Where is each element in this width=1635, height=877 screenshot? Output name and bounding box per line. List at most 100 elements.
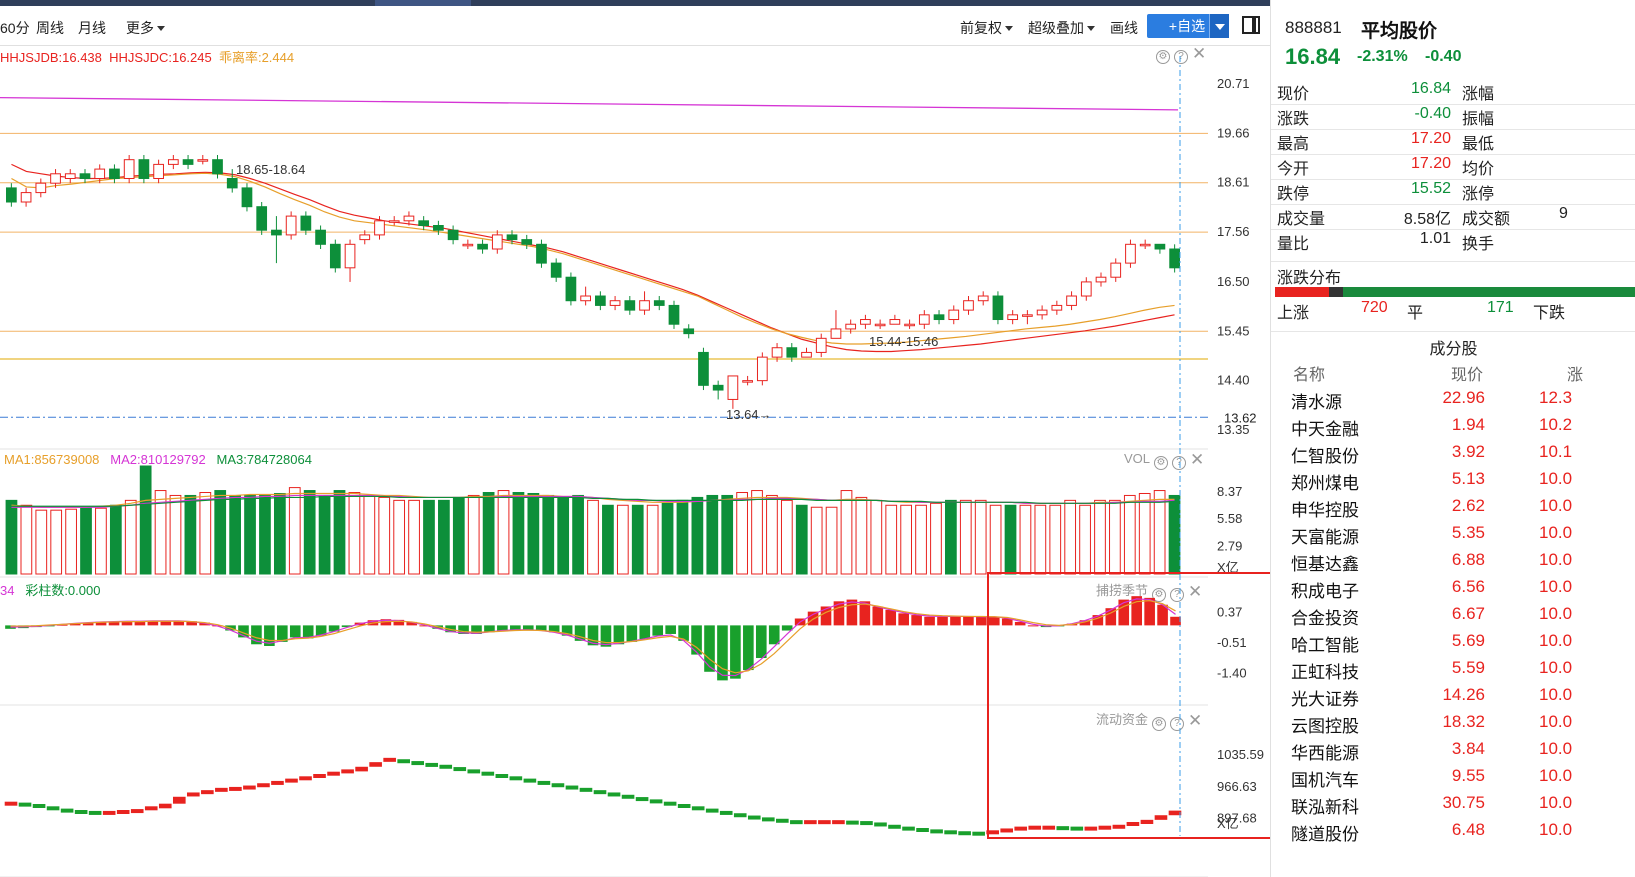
main-price-chart: 18.65-18.64 15.44-15.46 13.64→ 13.62 — [0, 96, 1270, 427]
settings-icon[interactable]: ⚙ — [1152, 588, 1167, 602]
constituent-row[interactable]: 正虹科技 5.59 10.0 — [1271, 658, 1635, 685]
fund-flow-bar — [733, 813, 747, 818]
volume-bar — [766, 494, 778, 575]
macd-bar — [522, 625, 534, 630]
macd-bar — [561, 625, 573, 636]
fund-flow-bar — [677, 804, 691, 808]
volume-bar — [438, 499, 450, 575]
settings-icon[interactable]: ⚙ — [1154, 456, 1169, 470]
more-periods-menu[interactable]: 更多 — [126, 18, 165, 38]
volume-bar — [124, 499, 137, 575]
layout-toggle-icon[interactable] — [1242, 16, 1260, 34]
constituent-row[interactable]: 仁智股份 3.92 10.1 — [1271, 442, 1635, 469]
candle — [79, 173, 91, 179]
constituent-row[interactable]: 清水源 22.96 12.3 — [1271, 388, 1635, 415]
candle — [506, 234, 518, 241]
kline-chart-area[interactable]: 18.65-18.64 15.44-15.46 13.64→ 13.62 20.71 1… — [0, 46, 1270, 877]
settings-icon[interactable]: ⚙ — [1156, 50, 1170, 64]
period-month-tab[interactable]: 月线 — [78, 20, 106, 36]
quote-label: 涨跌 — [1277, 111, 1310, 128]
candle — [477, 243, 488, 250]
column-pct-header[interactable]: 涨 — [1567, 367, 1584, 384]
macd-bar — [678, 625, 689, 641]
macd-bar — [820, 606, 832, 626]
close-icon[interactable]: ✕ — [1192, 44, 1207, 63]
macd-bar — [1079, 620, 1091, 626]
constituent-row[interactable]: 哈工智能 5.69 10.0 — [1271, 631, 1635, 658]
constituent-row[interactable]: 申华控股 2.62 10.0 — [1271, 496, 1635, 523]
volume-bar — [512, 492, 525, 575]
help-icon[interactable]: ? — [1170, 588, 1185, 602]
constituent-pct: 10.0 — [1539, 523, 1573, 542]
constituent-row[interactable]: 合金投资 6.67 10.0 — [1271, 604, 1635, 631]
settings-icon[interactable]: ⚙ — [1152, 717, 1167, 731]
candle — [153, 163, 164, 179]
fund-flow-bar — [1126, 822, 1140, 826]
current-price-tag — [1212, 408, 1270, 427]
fund-flow-bar — [1154, 815, 1168, 820]
fund-flow-chart — [4, 757, 1182, 836]
constituent-row[interactable]: 云图控股 18.32 10.0 — [1271, 712, 1635, 739]
legend-bar-count: 彩柱数:0.000 — [25, 583, 101, 598]
constituent-pct: 10.0 — [1539, 793, 1573, 812]
constituent-row[interactable]: 隧道股份 6.48 10.0 — [1271, 820, 1635, 847]
close-icon[interactable]: ✕ — [1188, 582, 1203, 601]
quote-label: 跌停 — [1277, 186, 1310, 203]
divider — [1271, 261, 1635, 262]
help-icon[interactable]: ? — [1174, 50, 1188, 64]
macd-bar — [1001, 618, 1013, 626]
candle — [359, 234, 371, 241]
volume-bar — [974, 499, 987, 575]
fund-flow-bar — [299, 776, 312, 781]
volume-bar — [810, 506, 823, 575]
distribution-up-segment — [1275, 287, 1329, 297]
watchlist-dropdown-button[interactable] — [1209, 14, 1229, 38]
macd-axis-tick: -0.51 — [1217, 635, 1247, 650]
constituent-name: 隧道股份 — [1291, 825, 1359, 844]
macd-bar — [1092, 615, 1104, 626]
constituent-row[interactable]: 恒基达鑫 6.88 10.0 — [1271, 550, 1635, 577]
macd-bar — [458, 625, 469, 634]
constituent-pct: 10.0 — [1539, 739, 1573, 758]
help-icon[interactable]: ? — [1170, 717, 1185, 731]
quote-row: 量比 1.01 换手 — [1271, 230, 1635, 255]
active-window-tab[interactable] — [375, 0, 471, 6]
constituent-row[interactable]: 中天金融 1.94 10.2 — [1271, 415, 1635, 442]
constituent-row[interactable]: 郑州煤电 5.13 10.0 — [1271, 469, 1635, 496]
candle — [50, 173, 61, 184]
constituent-row[interactable]: 天富能源 5.35 10.0 — [1271, 523, 1635, 550]
constituent-row[interactable]: 国机汽车 9.55 10.0 — [1271, 766, 1635, 793]
column-price-header[interactable]: 现价 — [1451, 367, 1484, 384]
divider — [1271, 179, 1635, 180]
volume-bar — [259, 494, 271, 575]
candle — [271, 229, 282, 236]
period-60min-tab[interactable]: 60分 — [0, 20, 30, 36]
help-icon[interactable]: ? — [1172, 456, 1187, 470]
macd-bar — [846, 599, 858, 626]
draw-line-button[interactable]: 画线 — [1110, 20, 1138, 36]
close-icon[interactable]: ✕ — [1190, 450, 1205, 469]
macd-bar — [419, 625, 431, 627]
fund-flow-bar — [818, 820, 831, 825]
candle — [20, 192, 32, 203]
constituent-row[interactable]: 华西能源 3.84 10.0 — [1271, 739, 1635, 766]
candle — [1007, 314, 1019, 321]
fund-flow-bar — [144, 806, 158, 811]
constituent-row[interactable]: 光大证券 14.26 10.0 — [1271, 685, 1635, 712]
macd-bar — [600, 625, 612, 647]
constituent-row[interactable]: 联泓新科 30.75 10.0 — [1271, 793, 1635, 820]
fund-flow-bar — [46, 806, 60, 811]
candle — [948, 309, 960, 321]
volume-axis-unit: X亿 — [1217, 560, 1239, 575]
overlay-menu[interactable]: 超级叠加 — [1028, 18, 1095, 38]
column-name-header[interactable]: 名称 — [1293, 367, 1326, 384]
close-icon[interactable]: ✕ — [1188, 711, 1203, 730]
adjust-mode-menu[interactable]: 前复权 — [960, 18, 1013, 38]
fund-flow-bar — [397, 759, 410, 764]
volume-controls: VOL ⚙? ✕ — [1124, 451, 1204, 470]
macd-bar — [574, 625, 586, 641]
constituent-row[interactable]: 积成电子 6.56 10.0 — [1271, 577, 1635, 604]
macd-bar — [781, 625, 793, 631]
overlay-line — [0, 96, 1179, 111]
period-week-tab[interactable]: 周线 — [36, 20, 64, 36]
